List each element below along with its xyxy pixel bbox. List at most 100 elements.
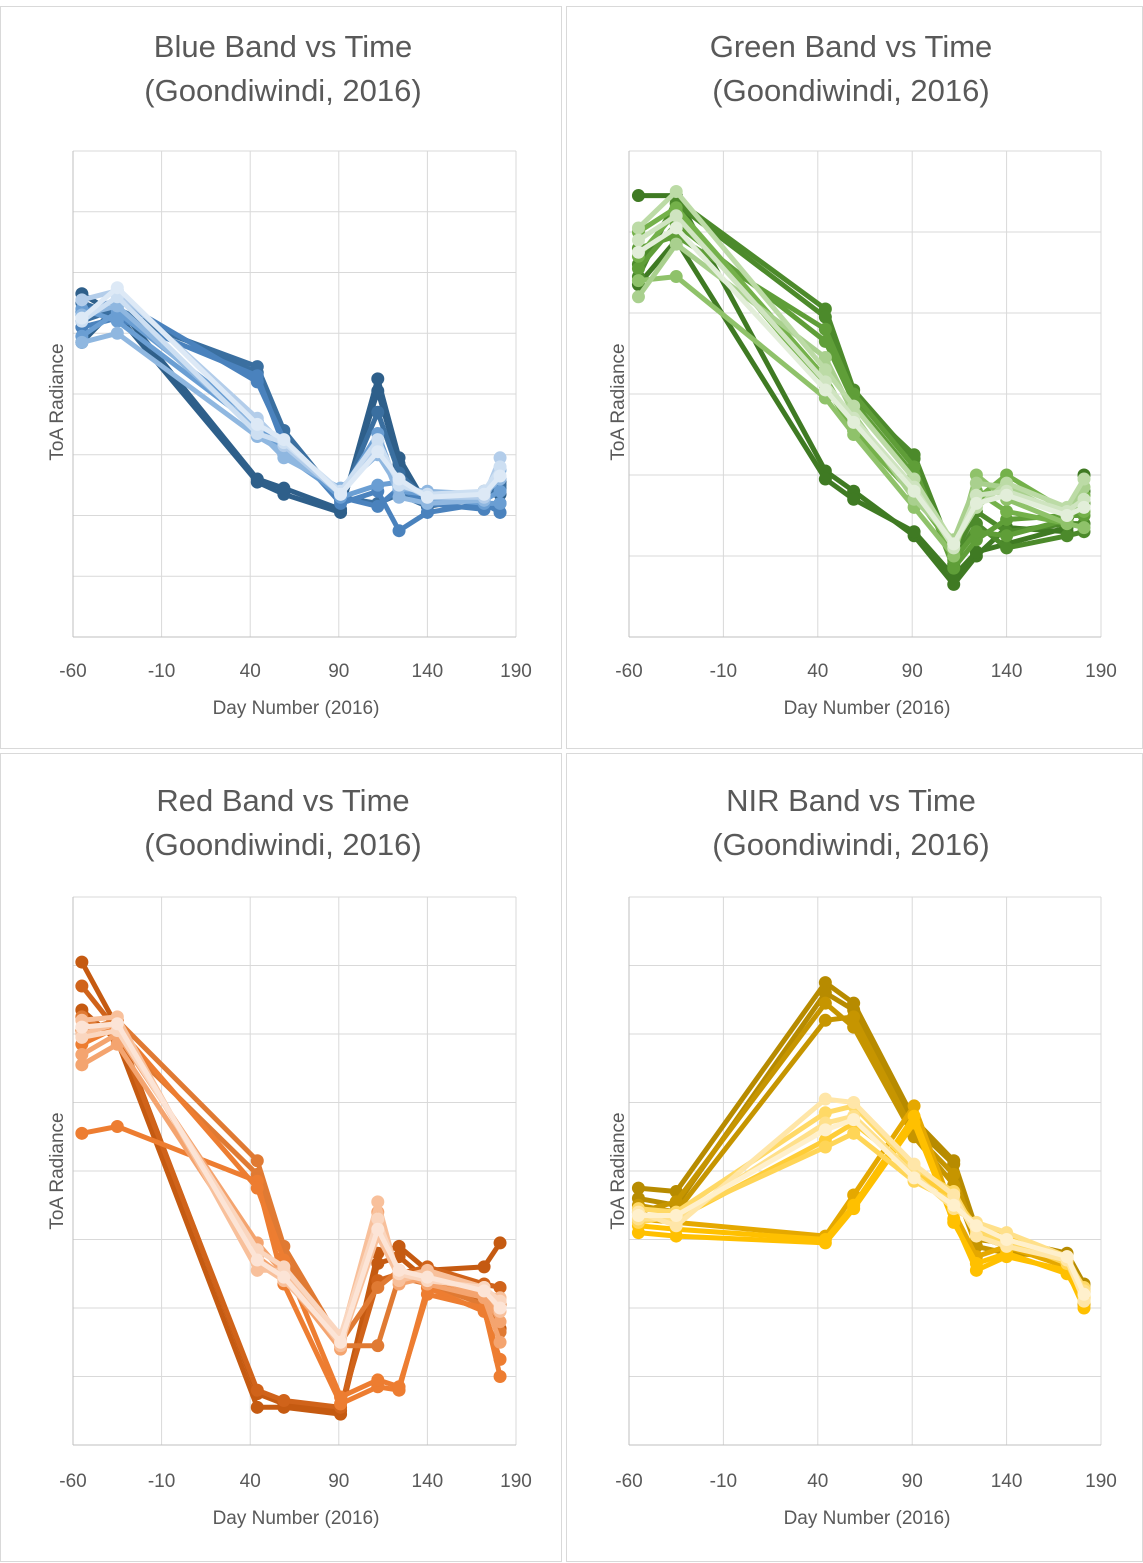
data-point — [392, 524, 406, 538]
data-point — [669, 237, 683, 251]
data-point — [392, 1380, 406, 1394]
data-point — [277, 481, 291, 495]
y-axis-label: ToA Radiance — [47, 1112, 68, 1229]
x-axis-label: Day Number (2016) — [213, 698, 380, 719]
data-point — [1000, 541, 1014, 555]
gridlines — [72, 896, 517, 1446]
data-point — [250, 1253, 264, 1267]
gridlines — [628, 150, 1102, 638]
series-layer — [75, 955, 507, 1421]
data-point — [493, 469, 507, 483]
data-point — [818, 1236, 832, 1250]
x-tick-labels: -60 -10 40 90 140 190 — [615, 1471, 1117, 1492]
data-point — [947, 1215, 961, 1229]
x-tick-label: 90 — [328, 1471, 349, 1492]
series — [631, 221, 1091, 551]
data-point — [818, 996, 832, 1010]
series-layer — [75, 281, 507, 538]
data-point — [371, 1222, 385, 1236]
data-point — [392, 1263, 406, 1277]
data-point — [631, 1226, 645, 1240]
data-point — [1077, 500, 1091, 514]
x-tick-label: -60 — [615, 1471, 642, 1492]
series — [631, 1113, 1091, 1301]
data-point — [371, 384, 385, 398]
series-line — [80, 285, 502, 500]
data-point — [75, 335, 89, 349]
series-line — [637, 225, 1086, 547]
data-point — [907, 1099, 921, 1113]
data-point — [818, 472, 832, 486]
data-point — [969, 1229, 983, 1243]
series-layer — [631, 976, 1091, 1315]
series — [75, 290, 507, 501]
data-point — [493, 1335, 507, 1349]
data-point — [371, 1256, 385, 1270]
series-line — [636, 189, 1087, 547]
x-tick-label: -10 — [148, 1471, 175, 1492]
data-point — [392, 472, 406, 486]
x-tick-label: -60 — [615, 661, 642, 682]
y-axis-label: ToA Radiance — [608, 343, 629, 460]
data-point — [250, 426, 264, 440]
x-axis-label: Day Number (2016) — [784, 1508, 951, 1529]
data-point — [669, 221, 683, 235]
data-point — [250, 369, 264, 383]
data-point — [969, 1256, 983, 1270]
x-tick-label: 40 — [240, 1471, 261, 1492]
data-point — [1077, 521, 1091, 535]
data-point — [669, 1209, 683, 1223]
data-point — [631, 221, 645, 235]
data-point — [250, 1263, 264, 1277]
data-point — [818, 1140, 832, 1154]
series — [631, 1116, 1091, 1308]
data-point — [669, 185, 683, 198]
nir-band-chart: NIR Band vs Time (Goondiwindi, 2016) -60… — [566, 753, 1143, 1562]
data-point — [371, 445, 385, 459]
data-point — [847, 1010, 861, 1024]
series-line — [638, 1103, 1087, 1306]
data-point — [1000, 1233, 1014, 1246]
data-point — [493, 451, 507, 465]
x-tick-label: 90 — [328, 661, 349, 682]
data-point — [110, 1037, 124, 1051]
x-tick-labels: -60 -10 40 90 140 190 — [615, 661, 1117, 682]
data-point — [493, 484, 507, 498]
data-point — [477, 487, 491, 501]
series-line — [81, 315, 501, 512]
data-point — [371, 1195, 385, 1209]
series-line — [638, 274, 1085, 559]
x-tick-label: 190 — [1085, 1471, 1117, 1492]
x-tick-label: 190 — [500, 1471, 532, 1492]
data-point — [493, 1301, 507, 1315]
chart-title-line1: Blue Band vs Time — [154, 29, 412, 64]
data-point — [847, 1096, 861, 1109]
series — [75, 955, 507, 1418]
data-point — [818, 310, 832, 324]
gridlines — [72, 150, 517, 638]
data-point — [277, 451, 291, 465]
data-point — [75, 955, 89, 969]
green-band-chart: Green Band vs Time (Goondiwindi, 2016) -… — [566, 6, 1143, 749]
chart-svg: Green Band vs Time (Goondiwindi, 2016) -… — [608, 29, 1117, 719]
data-point — [818, 1123, 832, 1137]
series-line — [637, 1130, 1087, 1299]
series-line — [80, 1024, 503, 1400]
data-point — [334, 1335, 348, 1349]
x-tick-label: -10 — [148, 661, 175, 682]
data-point — [818, 1092, 832, 1106]
data-point — [75, 1030, 89, 1044]
x-tick-label: 140 — [412, 661, 444, 682]
data-point — [371, 478, 385, 492]
data-point — [907, 1157, 921, 1171]
chart-title-line2: (Goondiwindi, 2016) — [144, 827, 421, 862]
blue-band-chart: Blue Band vs Time (Goondiwindi, 2016) -6… — [0, 6, 562, 749]
data-point — [493, 1280, 507, 1294]
data-point — [847, 492, 861, 506]
data-point — [1077, 1287, 1091, 1301]
x-tick-label: -60 — [59, 1471, 86, 1492]
series-line — [638, 1120, 1087, 1303]
data-point — [631, 261, 645, 275]
data-point — [371, 1212, 385, 1226]
data-point — [110, 314, 124, 328]
